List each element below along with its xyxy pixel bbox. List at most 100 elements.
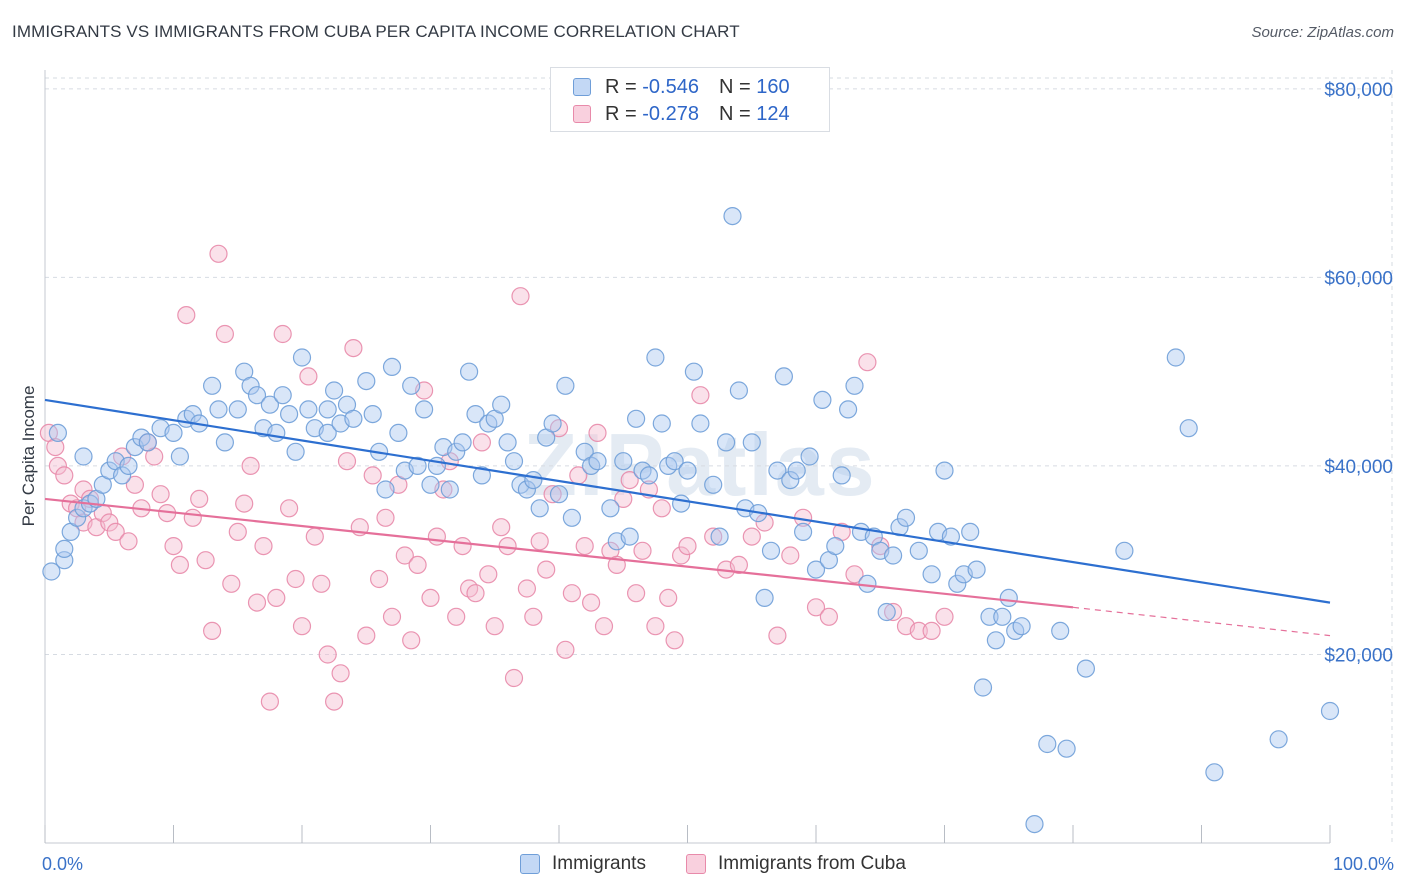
cuba-point bbox=[106, 522, 125, 542]
immigrants-point bbox=[1115, 541, 1134, 560]
immigrants-point bbox=[504, 452, 524, 471]
cuba-point bbox=[935, 607, 954, 626]
immigrants-point bbox=[774, 367, 794, 386]
immigrants-point bbox=[1076, 659, 1096, 678]
legend-swatch-pink bbox=[573, 105, 591, 123]
immigrants-point bbox=[716, 433, 736, 452]
immigrants-point bbox=[1320, 701, 1340, 721]
immigrants-point bbox=[1179, 419, 1198, 438]
cuba-point bbox=[704, 527, 723, 546]
y-tick-label: $20,000 bbox=[1324, 645, 1393, 666]
cuba-point bbox=[543, 485, 562, 504]
immigrants-point bbox=[318, 423, 337, 442]
cuba-point bbox=[125, 475, 144, 494]
cuba-point bbox=[922, 621, 941, 641]
cuba-point bbox=[222, 574, 241, 593]
cuba-point bbox=[492, 518, 511, 537]
immigrants-point bbox=[344, 409, 363, 428]
immigrants-point bbox=[280, 405, 299, 424]
cuba-point bbox=[196, 551, 215, 570]
immigrants-point bbox=[646, 348, 665, 367]
immigrants-point bbox=[549, 485, 569, 504]
cuba-point bbox=[260, 692, 279, 711]
cuba-point bbox=[164, 536, 183, 556]
immigrants-point bbox=[74, 447, 93, 466]
cuba-point bbox=[537, 560, 556, 579]
immigrants-point bbox=[678, 461, 697, 480]
immigrants-point bbox=[543, 414, 562, 433]
cuba-point bbox=[100, 513, 119, 532]
immigrants-point bbox=[761, 541, 781, 560]
immigrants-point bbox=[896, 508, 916, 527]
cuba-point bbox=[858, 353, 877, 372]
immigrants-point bbox=[1051, 621, 1070, 641]
cuba-point bbox=[299, 367, 318, 386]
cuba-point bbox=[408, 555, 427, 575]
cuba-point bbox=[620, 471, 639, 490]
cuba-point bbox=[466, 584, 485, 603]
x-tick-label: 0.0% bbox=[42, 854, 83, 874]
cuba-point bbox=[376, 508, 395, 527]
immigrants-point bbox=[408, 456, 427, 475]
immigrants-point bbox=[922, 565, 941, 584]
cuba-point bbox=[55, 466, 74, 485]
y-tick-label: $60,000 bbox=[1324, 268, 1393, 289]
immigrants-point bbox=[382, 357, 402, 376]
cuba-point bbox=[562, 584, 582, 603]
immigrants-point bbox=[800, 447, 819, 466]
cuba-point bbox=[742, 527, 761, 546]
immigrants-point bbox=[601, 499, 620, 518]
immigrants-point bbox=[626, 409, 646, 428]
y-tick-label: $40,000 bbox=[1324, 457, 1393, 478]
cuba-point bbox=[421, 588, 440, 608]
cuba-point bbox=[729, 555, 749, 575]
immigrants-point bbox=[421, 475, 440, 494]
stats-legend: R = -0.546 N = 160 R = -0.278 N = 124 bbox=[550, 67, 830, 132]
immigrants-point bbox=[723, 207, 742, 226]
cuba-point bbox=[209, 244, 228, 263]
cuba-point bbox=[659, 588, 678, 608]
immigrants-point bbox=[389, 423, 408, 442]
cuba-point bbox=[530, 532, 549, 551]
cuba-point bbox=[781, 546, 800, 565]
immigrants-point bbox=[1025, 814, 1044, 834]
cuba-point bbox=[871, 536, 890, 556]
bottom-legend-swatch-blue bbox=[520, 854, 540, 874]
immigrants-point bbox=[742, 433, 761, 452]
immigrants-point bbox=[967, 560, 986, 579]
immigrants-point bbox=[260, 395, 279, 414]
immigrants-point bbox=[588, 452, 607, 471]
immigrants-point bbox=[838, 400, 858, 419]
cuba-point bbox=[190, 489, 209, 508]
cuba-point bbox=[671, 546, 691, 565]
immigrants-point bbox=[793, 522, 813, 542]
cuba-point bbox=[235, 494, 254, 513]
cuba-point bbox=[46, 438, 65, 457]
cuba-point bbox=[691, 386, 710, 405]
cuba-point bbox=[280, 499, 299, 518]
immigrants-point bbox=[209, 400, 228, 419]
trend-lines bbox=[44, 398, 1331, 637]
immigrants-point bbox=[517, 480, 537, 499]
immigrants-point bbox=[652, 414, 671, 433]
immigrants-point bbox=[845, 376, 864, 395]
immigrants-point bbox=[787, 461, 806, 480]
immigrants-point bbox=[55, 539, 74, 559]
legend-n-value: 160 bbox=[756, 75, 790, 98]
cuba-point bbox=[581, 593, 601, 612]
immigrants-point bbox=[1166, 348, 1185, 367]
cuba-point bbox=[883, 602, 903, 622]
cuba-point bbox=[395, 546, 414, 565]
immigrants-point bbox=[363, 405, 382, 424]
immigrants-point bbox=[292, 348, 312, 367]
immigrants-point bbox=[453, 433, 472, 452]
cuba-point bbox=[806, 598, 826, 617]
cuba-point bbox=[312, 574, 331, 593]
cuba-point bbox=[228, 522, 247, 542]
immigrants-trend-line bbox=[44, 398, 1331, 604]
immigrants-point bbox=[170, 447, 189, 466]
cuba-point bbox=[575, 536, 594, 556]
y-tick-label: $80,000 bbox=[1324, 80, 1393, 101]
immigrants-point bbox=[415, 400, 434, 419]
